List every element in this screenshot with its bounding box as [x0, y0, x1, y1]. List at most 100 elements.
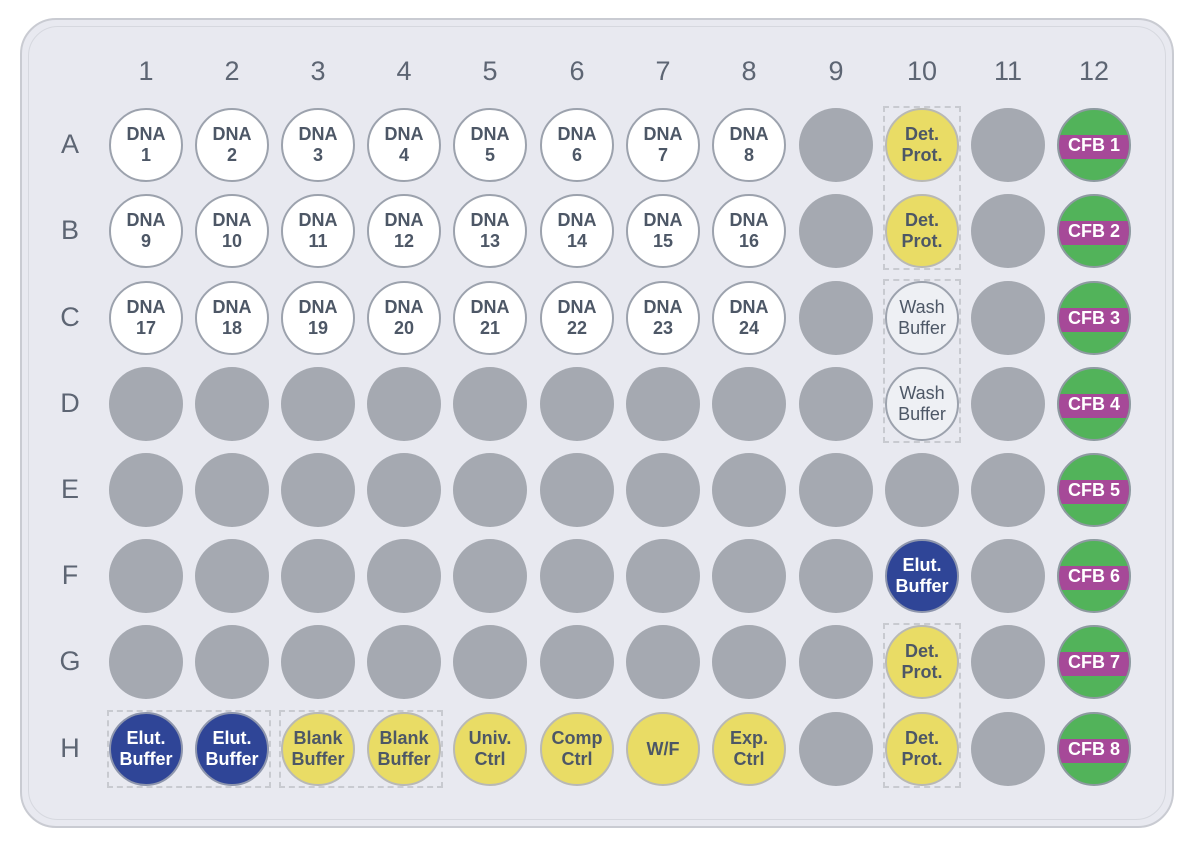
well-G4[interactable]	[367, 625, 441, 699]
well-C5[interactable]: DNA 21	[453, 281, 527, 355]
well-F7[interactable]	[626, 539, 700, 613]
well-E3[interactable]	[281, 453, 355, 527]
well-H6[interactable]: Comp Ctrl	[540, 712, 614, 786]
well-D10[interactable]: Wash Buffer	[885, 367, 959, 441]
well-H3[interactable]: Blank Buffer	[281, 712, 355, 786]
well-G2[interactable]	[195, 625, 269, 699]
well-G3[interactable]	[281, 625, 355, 699]
well-G8[interactable]	[712, 625, 786, 699]
well-F9[interactable]	[799, 539, 873, 613]
well-A3[interactable]: DNA 3	[281, 108, 355, 182]
well-C12[interactable]: CFB 3	[1057, 281, 1131, 355]
column-label-9: 9	[828, 56, 844, 86]
well-H12[interactable]: CFB 8	[1057, 712, 1131, 786]
well-D1[interactable]	[109, 367, 183, 441]
well-A7[interactable]: DNA 7	[626, 108, 700, 182]
well-H2[interactable]: Elut. Buffer	[195, 712, 269, 786]
well-A2[interactable]: DNA 2	[195, 108, 269, 182]
well-D5[interactable]	[453, 367, 527, 441]
well-A5[interactable]: DNA 5	[453, 108, 527, 182]
well-D6[interactable]	[540, 367, 614, 441]
well-C1[interactable]: DNA 17	[109, 281, 183, 355]
well-C2[interactable]: DNA 18	[195, 281, 269, 355]
well-A10[interactable]: Det. Prot.	[885, 108, 959, 182]
well-A6[interactable]: DNA 6	[540, 108, 614, 182]
well-F8[interactable]	[712, 539, 786, 613]
well-B8[interactable]: DNA 16	[712, 194, 786, 268]
well-F5[interactable]	[453, 539, 527, 613]
well-F10[interactable]: Elut. Buffer	[885, 539, 959, 613]
well-H7[interactable]: W/F	[626, 712, 700, 786]
well-A11[interactable]	[971, 108, 1045, 182]
well-G7[interactable]	[626, 625, 700, 699]
well-C8[interactable]: DNA 24	[712, 281, 786, 355]
well-E11[interactable]	[971, 453, 1045, 527]
well-H10[interactable]: Det. Prot.	[885, 712, 959, 786]
well-D7[interactable]	[626, 367, 700, 441]
well-B2[interactable]: DNA 10	[195, 194, 269, 268]
well-G1[interactable]	[109, 625, 183, 699]
well-E9[interactable]	[799, 453, 873, 527]
well-C4[interactable]: DNA 20	[367, 281, 441, 355]
well-A1[interactable]: DNA 1	[109, 108, 183, 182]
well-A9[interactable]	[799, 108, 873, 182]
well-D12[interactable]: CFB 4	[1057, 367, 1131, 441]
well-B7[interactable]: DNA 15	[626, 194, 700, 268]
well-F6[interactable]	[540, 539, 614, 613]
well-B12[interactable]: CFB 2	[1057, 194, 1131, 268]
well-E4[interactable]	[367, 453, 441, 527]
well-F1[interactable]	[109, 539, 183, 613]
well-H1[interactable]: Elut. Buffer	[109, 712, 183, 786]
well-D11[interactable]	[971, 367, 1045, 441]
well-B10[interactable]: Det. Prot.	[885, 194, 959, 268]
well-E6[interactable]	[540, 453, 614, 527]
well-C11[interactable]	[971, 281, 1045, 355]
well-D8[interactable]	[712, 367, 786, 441]
well-D3[interactable]	[281, 367, 355, 441]
well-E10[interactable]	[885, 453, 959, 527]
well-H4[interactable]: Blank Buffer	[367, 712, 441, 786]
row-label-H: H	[60, 733, 80, 763]
well-B6[interactable]: DNA 14	[540, 194, 614, 268]
well-G10[interactable]: Det. Prot.	[885, 625, 959, 699]
well-F12[interactable]: CFB 6	[1057, 539, 1131, 613]
well-E7[interactable]	[626, 453, 700, 527]
well-E5[interactable]	[453, 453, 527, 527]
well-H8[interactable]: Exp. Ctrl	[712, 712, 786, 786]
well-A4[interactable]: DNA 4	[367, 108, 441, 182]
well-D4[interactable]	[367, 367, 441, 441]
well-E1[interactable]	[109, 453, 183, 527]
well-H11[interactable]	[971, 712, 1045, 786]
well-H9[interactable]	[799, 712, 873, 786]
well-F2[interactable]	[195, 539, 269, 613]
well-C7[interactable]: DNA 23	[626, 281, 700, 355]
well-G6[interactable]	[540, 625, 614, 699]
well-F3[interactable]	[281, 539, 355, 613]
well-C3[interactable]: DNA 19	[281, 281, 355, 355]
well-C9[interactable]	[799, 281, 873, 355]
well-F4[interactable]	[367, 539, 441, 613]
well-B5[interactable]: DNA 13	[453, 194, 527, 268]
well-E2[interactable]	[195, 453, 269, 527]
well-B9[interactable]	[799, 194, 873, 268]
well-B1[interactable]: DNA 9	[109, 194, 183, 268]
well-A8[interactable]: DNA 8	[712, 108, 786, 182]
well-G9[interactable]	[799, 625, 873, 699]
well-H5[interactable]: Univ. Ctrl	[453, 712, 527, 786]
well-D9[interactable]	[799, 367, 873, 441]
well-C6[interactable]: DNA 22	[540, 281, 614, 355]
column-label-7: 7	[655, 56, 671, 86]
well-B11[interactable]	[971, 194, 1045, 268]
well-D2[interactable]	[195, 367, 269, 441]
well-E8[interactable]	[712, 453, 786, 527]
well-label: DNA 10	[212, 210, 252, 251]
well-G5[interactable]	[453, 625, 527, 699]
well-F11[interactable]	[971, 539, 1045, 613]
well-A12[interactable]: CFB 1	[1057, 108, 1131, 182]
well-E12[interactable]: CFB 5	[1057, 453, 1131, 527]
well-B3[interactable]: DNA 11	[281, 194, 355, 268]
well-G12[interactable]: CFB 7	[1057, 625, 1131, 699]
well-B4[interactable]: DNA 12	[367, 194, 441, 268]
well-G11[interactable]	[971, 625, 1045, 699]
well-C10[interactable]: Wash Buffer	[885, 281, 959, 355]
